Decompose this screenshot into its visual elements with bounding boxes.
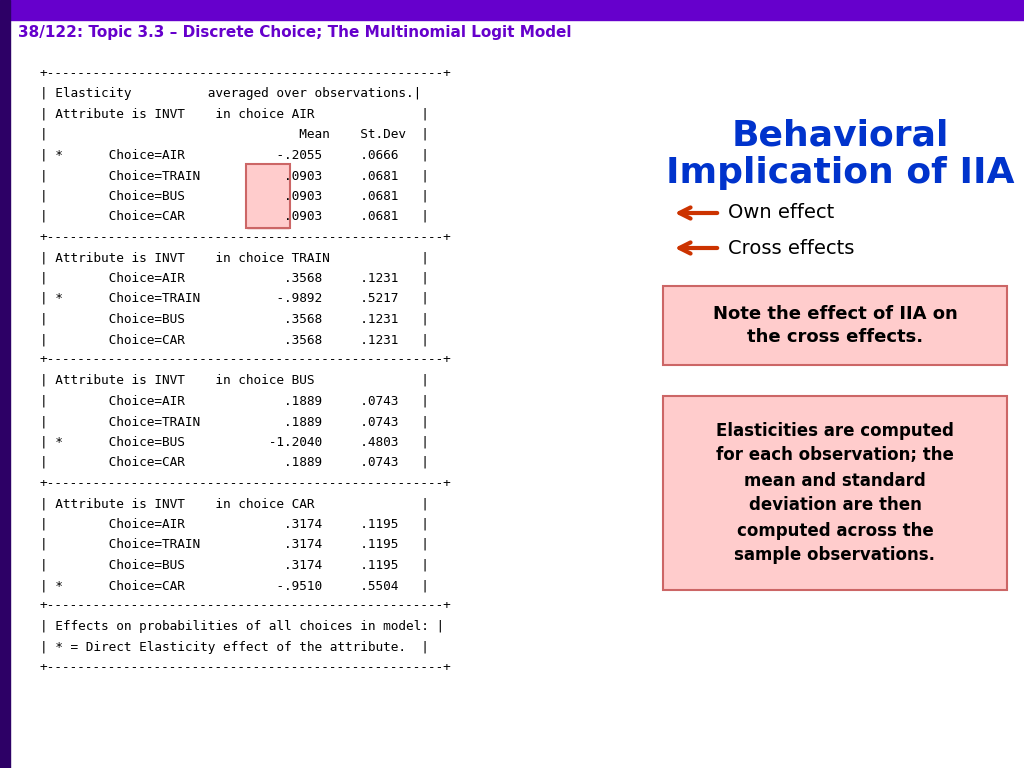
Text: |                                 Mean    St.Dev  |: | Mean St.Dev |	[40, 128, 429, 141]
Text: |        Choice=CAR             .1889     .0743   |: | Choice=CAR .1889 .0743 |	[40, 456, 429, 469]
Text: +----------------------------------------------------+: +---------------------------------------…	[40, 600, 452, 613]
FancyArrowPatch shape	[680, 207, 717, 219]
Text: | *      Choice=BUS           -1.2040     .4803   |: | * Choice=BUS -1.2040 .4803 |	[40, 435, 429, 449]
FancyBboxPatch shape	[247, 207, 289, 228]
Text: | Elasticity          averaged over observations.|: | Elasticity averaged over observations.…	[40, 87, 421, 100]
Text: 38/122: Topic 3.3 – Discrete Choice; The Multinomial Logit Model: 38/122: Topic 3.3 – Discrete Choice; The…	[18, 25, 571, 41]
FancyBboxPatch shape	[247, 165, 289, 187]
Text: |        Choice=BUS             .0903     .0681   |: | Choice=BUS .0903 .0681 |	[40, 190, 429, 203]
Text: | Attribute is INVT    in choice AIR              |: | Attribute is INVT in choice AIR |	[40, 108, 429, 121]
Text: |        Choice=AIR             .3174     .1195   |: | Choice=AIR .3174 .1195 |	[40, 518, 429, 531]
Text: | *      Choice=AIR            -.2055     .0666   |: | * Choice=AIR -.2055 .0666 |	[40, 148, 429, 161]
Text: | Attribute is INVT    in choice CAR              |: | Attribute is INVT in choice CAR |	[40, 497, 429, 510]
FancyArrowPatch shape	[680, 243, 717, 253]
Text: | *      Choice=TRAIN          -.9892     .5217   |: | * Choice=TRAIN -.9892 .5217 |	[40, 292, 429, 305]
FancyBboxPatch shape	[246, 164, 290, 228]
Text: Note the effect of IIA on
the cross effects.: Note the effect of IIA on the cross effe…	[713, 305, 957, 346]
Text: | *      Choice=CAR            -.9510     .5504   |: | * Choice=CAR -.9510 .5504 |	[40, 579, 429, 592]
Text: |        Choice=BUS             .3174     .1195   |: | Choice=BUS .3174 .1195 |	[40, 558, 429, 571]
Text: Own effect: Own effect	[728, 204, 835, 223]
Text: +----------------------------------------------------+: +---------------------------------------…	[40, 661, 452, 674]
Text: |        Choice=BUS             .3568     .1231   |: | Choice=BUS .3568 .1231 |	[40, 313, 429, 326]
FancyBboxPatch shape	[663, 286, 1007, 365]
Text: | * = Direct Elasticity effect of the attribute.  |: | * = Direct Elasticity effect of the at…	[40, 641, 429, 654]
Text: +----------------------------------------------------+: +---------------------------------------…	[40, 353, 452, 366]
Text: |        Choice=CAR             .0903     .0681   |: | Choice=CAR .0903 .0681 |	[40, 210, 429, 223]
FancyBboxPatch shape	[247, 186, 289, 207]
Text: |        Choice=CAR             .3568     .1231   |: | Choice=CAR .3568 .1231 |	[40, 333, 429, 346]
Bar	[0, 0, 1024, 20]
Text: Cross effects: Cross effects	[728, 239, 854, 257]
Text: +----------------------------------------------------+: +---------------------------------------…	[40, 67, 452, 80]
Text: |        Choice=TRAIN           .1889     .0743   |: | Choice=TRAIN .1889 .0743 |	[40, 415, 429, 428]
Text: Behavioral
Implication of IIA: Behavioral Implication of IIA	[666, 118, 1014, 190]
Text: +----------------------------------------------------+: +---------------------------------------…	[40, 476, 452, 489]
Text: |        Choice=TRAIN           .3174     .1195   |: | Choice=TRAIN .3174 .1195 |	[40, 538, 429, 551]
Text: | Effects on probabilities of all choices in model: |: | Effects on probabilities of all choice…	[40, 620, 444, 633]
Text: +----------------------------------------------------+: +---------------------------------------…	[40, 230, 452, 243]
Text: |        Choice=AIR             .3568     .1231   |: | Choice=AIR .3568 .1231 |	[40, 272, 429, 284]
Bar	[0, 0, 10, 768]
FancyBboxPatch shape	[663, 396, 1007, 590]
Text: |        Choice=AIR             .1889     .0743   |: | Choice=AIR .1889 .0743 |	[40, 395, 429, 408]
Text: | Attribute is INVT    in choice BUS              |: | Attribute is INVT in choice BUS |	[40, 374, 429, 387]
Text: | Attribute is INVT    in choice TRAIN            |: | Attribute is INVT in choice TRAIN |	[40, 251, 429, 264]
Text: |        Choice=TRAIN           .0903     .0681   |: | Choice=TRAIN .0903 .0681 |	[40, 169, 429, 182]
Text: Elasticities are computed
for each observation; the
mean and standard
deviation : Elasticities are computed for each obser…	[716, 422, 954, 564]
